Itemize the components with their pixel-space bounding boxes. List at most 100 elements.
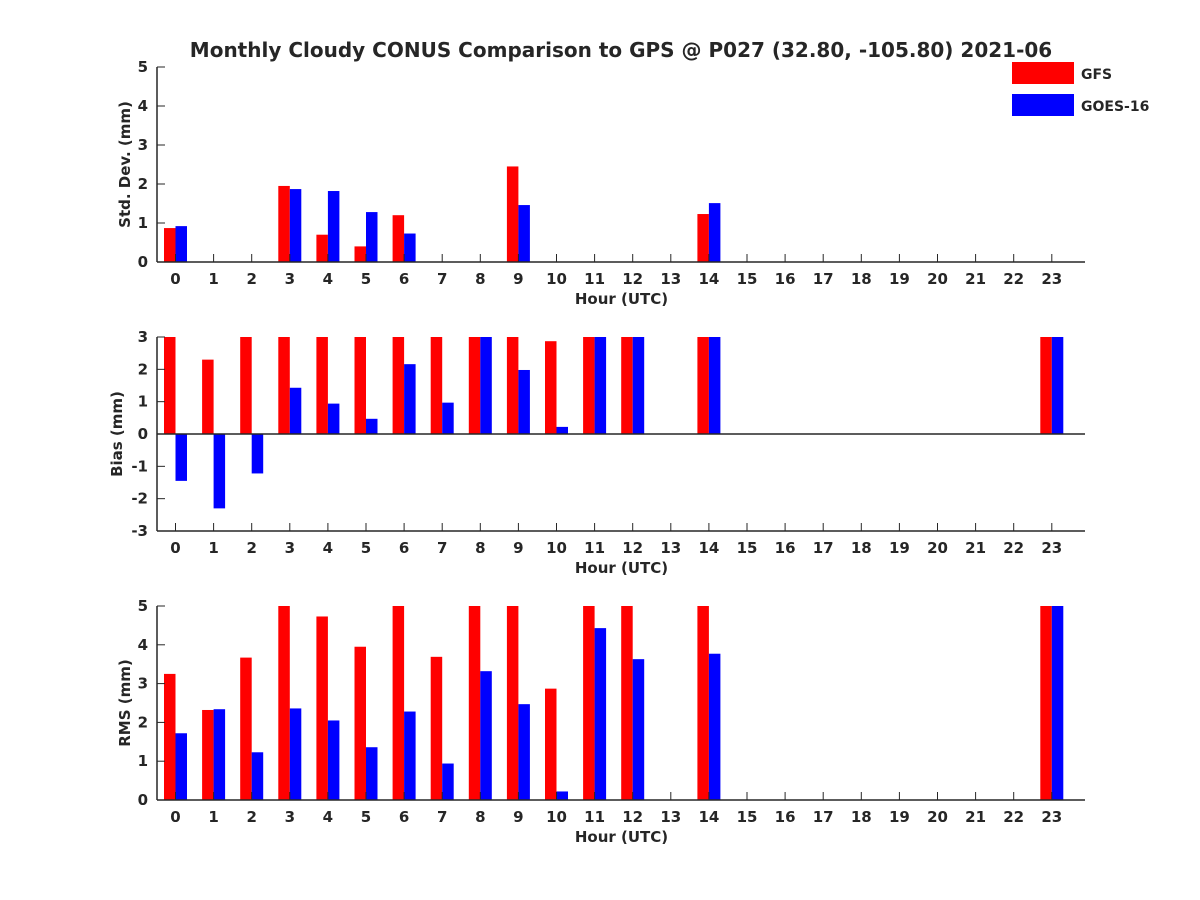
y-axis-label: Std. Dev. (mm): [116, 101, 134, 228]
y-tick-label: 0: [138, 253, 148, 271]
x-tick-label: 5: [361, 539, 371, 557]
bar-gfs-hour-14: [697, 606, 709, 800]
x-tick-label: 23: [1041, 270, 1062, 288]
x-tick-label: 1: [208, 808, 218, 826]
bar-goes16-hour-6: [404, 711, 416, 800]
x-tick-label: 13: [660, 539, 681, 557]
bar-goes16-hour-4: [327, 191, 340, 262]
x-tick-label: 19: [889, 539, 910, 557]
x-tick-label: 5: [361, 270, 371, 288]
x-tick-label: 15: [737, 539, 758, 557]
x-tick-label: 2: [246, 808, 256, 826]
x-tick-label: 20: [927, 270, 948, 288]
x-tick-label: 12: [622, 539, 643, 557]
x-tick-label: 8: [475, 808, 485, 826]
bar-gfs-hour-8: [468, 337, 481, 434]
bar-goes16-hour-4: [327, 403, 340, 434]
x-tick-label: 20: [927, 539, 948, 557]
bar-gfs-hour-11: [583, 337, 595, 434]
bar-gfs-hour-5: [354, 246, 366, 262]
x-tick-label: 3: [285, 539, 295, 557]
bar-goes16-hour-23: [1051, 337, 1064, 434]
bar-gfs-hour-3: [278, 606, 290, 800]
y-tick-label: 1: [138, 214, 148, 232]
bar-goes16-hour-7: [442, 402, 454, 434]
bar-gfs-hour-6: [392, 606, 405, 800]
x-tick-label: 11: [584, 539, 605, 557]
bar-gfs-hour-4: [316, 337, 328, 434]
x-tick-label: 22: [1003, 808, 1024, 826]
bar-goes16-hour-3: [289, 189, 302, 262]
y-tick-label: 0: [138, 791, 148, 809]
y-tick-label: -2: [131, 490, 148, 508]
bar-gfs-hour-2: [240, 337, 252, 434]
y-tick-label: 3: [138, 675, 148, 693]
y-tick-label: 0: [138, 425, 148, 443]
x-tick-label: 5: [361, 808, 371, 826]
x-axis-label: Hour (UTC): [575, 290, 668, 308]
x-tick-label: 8: [475, 539, 485, 557]
bar-goes16-hour-23: [1051, 606, 1064, 800]
bar-goes16-hour-12: [632, 659, 645, 800]
x-tick-label: 10: [546, 539, 567, 557]
x-tick-label: 7: [437, 539, 447, 557]
x-tick-label: 11: [584, 270, 605, 288]
x-tick-label: 7: [437, 270, 447, 288]
bar-gfs-hour-2: [240, 657, 252, 800]
chart-title: Monthly Cloudy CONUS Comparison to GPS @…: [190, 38, 1052, 62]
x-tick-label: 1: [208, 539, 218, 557]
y-tick-label: 4: [138, 97, 148, 115]
bar-gfs-hour-4: [316, 616, 328, 800]
bar-goes16-hour-4: [327, 720, 340, 800]
x-tick-label: 14: [698, 270, 719, 288]
x-tick-label: 8: [475, 270, 485, 288]
y-tick-label: 1: [138, 393, 148, 411]
bar-goes16-hour-11: [594, 337, 607, 434]
x-tick-label: 16: [775, 270, 796, 288]
bar-gfs-hour-9: [506, 166, 519, 262]
bar-gfs-hour-8: [468, 606, 481, 800]
x-tick-label: 9: [513, 539, 523, 557]
x-tick-label: 4: [323, 539, 333, 557]
bar-gfs-hour-10: [545, 688, 557, 800]
x-tick-label: 10: [546, 808, 567, 826]
x-tick-label: 4: [323, 808, 333, 826]
y-tick-label: 4: [138, 636, 148, 654]
bar-gfs-hour-10: [545, 341, 557, 434]
std-dev-panel: 0 1 2 3 4 5 6 7 8 9 10 11 12 13 14 15 16 17 18 19 20 21 22 2301…: [116, 58, 1085, 308]
bar-goes16-hour-2: [251, 752, 264, 800]
bar-goes16-hour-1: [213, 434, 226, 509]
x-tick-label: 23: [1041, 808, 1062, 826]
bar-gfs-hour-1: [202, 709, 214, 800]
bar-goes16-hour-5: [366, 212, 378, 262]
x-tick-label: 13: [660, 808, 681, 826]
bar-goes16-hour-0: [175, 226, 187, 262]
legend: GFS GOES-16: [1012, 62, 1149, 116]
y-tick-label: -3: [131, 522, 148, 540]
bar-gfs-hour-14: [697, 337, 709, 434]
bar-goes16-hour-0: [175, 434, 187, 481]
x-tick-label: 16: [775, 539, 796, 557]
y-axis-label: RMS (mm): [116, 659, 134, 746]
bias-panel: 0 1 2 3 4 5 6 7 8 9 10 11 12 13 14 15 16 17 18 19 20 21 22 23-3…: [108, 328, 1085, 577]
x-tick-label: 3: [285, 808, 295, 826]
bar-goes16-hour-14: [708, 203, 721, 262]
bar-gfs-hour-3: [278, 337, 290, 434]
y-tick-label: 5: [138, 58, 148, 76]
x-tick-label: 14: [698, 539, 719, 557]
bar-gfs-hour-11: [583, 606, 595, 800]
bar-gfs-hour-6: [392, 337, 405, 434]
y-axis-label: Bias (mm): [108, 391, 126, 477]
bar-gfs-hour-7: [430, 337, 443, 434]
bar-gfs-hour-3: [278, 185, 290, 262]
y-tick-label: 2: [138, 713, 148, 731]
rms-panel: 0 1 2 3 4 5 6 7 8 9 10 11 12 13 14 15 16 17 18 19 20 21 22 2301…: [116, 597, 1085, 846]
x-tick-label: 9: [513, 270, 523, 288]
bar-goes16-hour-5: [366, 418, 378, 434]
bar-goes16-hour-5: [366, 747, 378, 800]
legend-swatch-goes16: [1012, 94, 1074, 116]
bar-goes16-hour-6: [404, 233, 416, 262]
y-tick-label: 2: [138, 360, 148, 378]
y-tick-label: 3: [138, 136, 148, 154]
x-tick-label: 19: [889, 808, 910, 826]
